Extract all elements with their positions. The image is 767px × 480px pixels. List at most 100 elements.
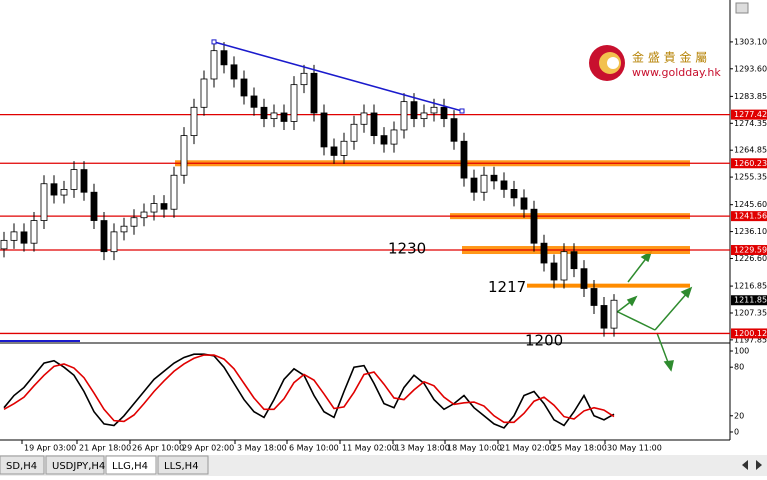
candle-body xyxy=(20,231,28,244)
candle-body xyxy=(310,72,318,114)
y-tick-label: 80 xyxy=(734,363,744,372)
x-tick-label: 26 Apr 10:00 xyxy=(132,444,184,453)
tab[interactable] xyxy=(105,455,157,475)
candle-body xyxy=(150,203,158,213)
oscillator-line xyxy=(3,354,615,424)
level-box xyxy=(731,328,767,339)
arrow-head xyxy=(626,295,638,307)
logo-url: www.goldday.hk xyxy=(632,66,721,79)
candle-body xyxy=(440,106,448,120)
candle-body xyxy=(240,78,248,97)
y-tick-label: 1264.85 xyxy=(734,146,767,155)
candle-body xyxy=(400,101,408,131)
trendline-handle xyxy=(211,39,217,45)
annotation: 1200 xyxy=(525,331,563,349)
candle-body xyxy=(10,231,18,241)
level-label: 1229.59 xyxy=(734,246,767,255)
y-tick-label: 1303.10 xyxy=(734,37,767,46)
y-tick-label: 20 xyxy=(734,411,744,420)
candle-body xyxy=(160,203,168,210)
candle-body xyxy=(390,129,398,145)
candle-body xyxy=(170,174,178,210)
candle-body xyxy=(500,180,508,190)
arrow-head xyxy=(680,286,693,299)
candle-body xyxy=(100,220,108,253)
tab-label[interactable]: SD,H4 xyxy=(6,461,37,472)
candle-body xyxy=(230,64,238,80)
arrow-head xyxy=(663,360,674,372)
candle-body xyxy=(0,239,8,250)
logo-dot xyxy=(607,57,619,69)
tab[interactable] xyxy=(0,455,45,475)
tab[interactable] xyxy=(45,455,105,475)
candle-body xyxy=(320,112,328,148)
candle-body xyxy=(550,262,558,281)
candle-body xyxy=(290,84,298,122)
candle-body xyxy=(90,191,98,221)
y-tick-label: 1245.60 xyxy=(734,200,767,209)
candle-body xyxy=(140,211,148,219)
candle-body xyxy=(30,220,38,244)
candle-body xyxy=(40,183,48,221)
level-label: 1260.23 xyxy=(734,159,767,168)
y-tick-label: 1274.35 xyxy=(734,119,767,128)
candle-body xyxy=(50,183,58,196)
candle-body xyxy=(540,242,548,264)
candle-body xyxy=(340,140,348,156)
level-box xyxy=(731,109,767,120)
corner-icon xyxy=(735,2,749,14)
level-box xyxy=(731,245,767,256)
candle-body xyxy=(560,251,568,281)
arrow xyxy=(654,291,689,331)
zone xyxy=(527,283,690,288)
level-label: 1241.56 xyxy=(734,212,767,221)
y-tick-label: 0 xyxy=(734,427,739,436)
candle-body xyxy=(470,177,478,193)
candle-body xyxy=(220,50,228,66)
level-box xyxy=(731,158,767,169)
candle-body xyxy=(360,112,368,125)
candle-body xyxy=(250,95,258,108)
level-label: 1200.12 xyxy=(734,329,767,338)
level-box xyxy=(731,211,767,222)
candle-body xyxy=(410,101,418,120)
candle-body xyxy=(430,106,438,114)
annotation: 1230 xyxy=(388,239,426,257)
tab[interactable] xyxy=(157,455,209,475)
candle-body xyxy=(580,268,588,289)
candle-body xyxy=(520,197,528,210)
candle-body xyxy=(420,112,428,120)
candle-body xyxy=(490,174,498,182)
scroll-right[interactable] xyxy=(756,460,762,470)
candle-body xyxy=(570,251,578,270)
candle-body xyxy=(380,135,388,145)
candle-body xyxy=(180,135,188,176)
candle-body xyxy=(350,123,358,142)
x-tick-label: 13 May 18:00 xyxy=(395,444,450,453)
trendline xyxy=(213,41,463,112)
x-tick-label: 30 May 11:00 xyxy=(607,444,662,453)
candle-body xyxy=(200,78,208,108)
arrow-head xyxy=(640,250,653,263)
candle-body xyxy=(120,225,128,233)
scroll-left[interactable] xyxy=(742,460,748,470)
candle-body xyxy=(110,231,118,253)
y-tick-label: 1226.60 xyxy=(734,254,767,263)
candle-body xyxy=(330,146,338,156)
candle-body xyxy=(270,112,278,120)
tab-label[interactable]: LLS,H4 xyxy=(164,461,199,472)
x-tick-label: 11 May 02:00 xyxy=(342,444,397,453)
y-tick-label: 1207.35 xyxy=(734,308,767,317)
y-tick-label: 100 xyxy=(734,346,749,355)
tab-label[interactable]: LLG,H4 xyxy=(112,461,148,472)
arrows xyxy=(611,250,693,372)
candle-body xyxy=(80,169,88,193)
candle-body xyxy=(60,189,68,196)
x-tick-label: 3 May 18:00 xyxy=(237,444,287,453)
trendline-handle xyxy=(459,108,465,114)
candle-body xyxy=(70,169,78,190)
oscillator-line xyxy=(3,353,615,429)
tab-label[interactable]: USDJPY,H4 xyxy=(52,461,105,472)
